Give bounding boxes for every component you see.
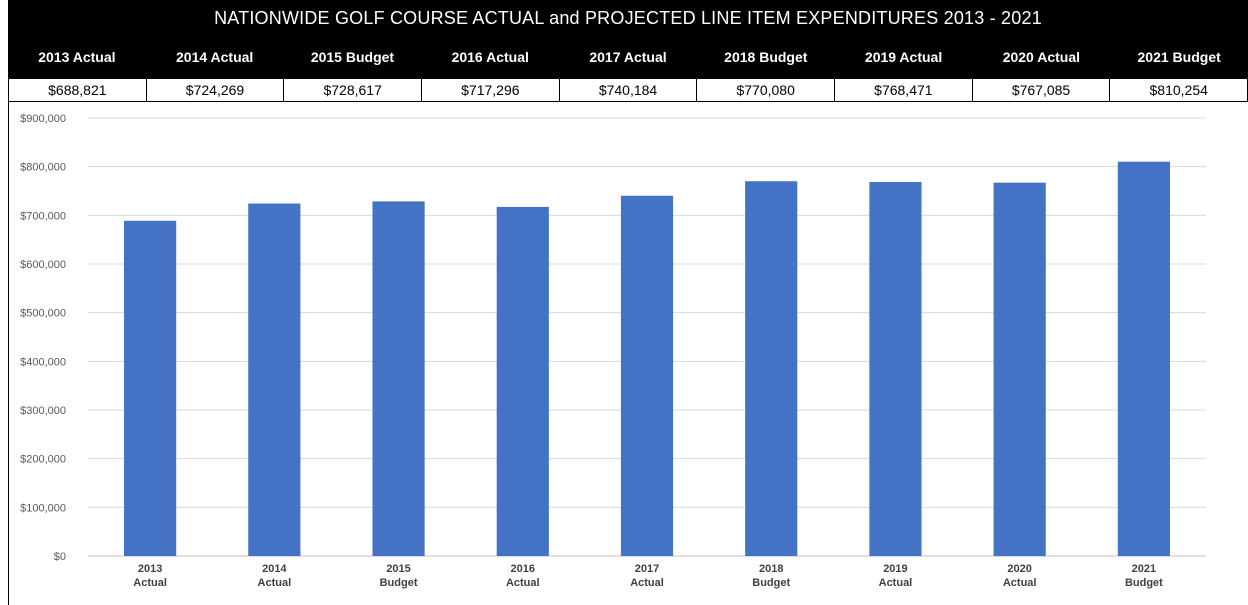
bar	[124, 220, 177, 556]
bar	[372, 201, 425, 556]
table-header-cell: 2017 Actual	[589, 49, 667, 65]
x-tick-label: 2014	[262, 563, 287, 575]
table-value-cell: $810,254	[1110, 79, 1248, 101]
table-value-cell: $728,617	[284, 79, 423, 101]
bar-chart: $0 $100,000 $200,000 $300,000 $400,000 $500,0…	[20, 113, 1206, 589]
chart-title: NATIONWIDE GOLF COURSE ACTUAL and PROJEC…	[8, 0, 1248, 36]
table-value-cell: $740,184	[560, 79, 698, 101]
x-tick-label: Actual	[1003, 577, 1037, 589]
table-header-row: 2013 Actual 2014 Actual 2015 Budget 2016 Ac…	[8, 36, 1248, 78]
y-tick-label: $300,000	[20, 405, 66, 417]
table-header-cell: 2019 Actual	[864, 49, 943, 65]
x-tick-label: 2013	[138, 563, 162, 575]
left-border	[8, 102, 9, 605]
bar	[496, 206, 549, 556]
table-header-cell: 2021 Budget	[1137, 49, 1221, 65]
x-tick-label: Actual	[630, 577, 664, 589]
bar	[869, 182, 922, 556]
x-tick-label: Actual	[879, 577, 913, 589]
table-value-cell: $770,080	[697, 79, 836, 101]
table-value-cell: $767,085	[973, 79, 1111, 101]
x-tick-label: 2016	[511, 563, 535, 575]
x-tick-label: 2015	[386, 563, 410, 575]
y-tick-label: $900,000	[20, 113, 66, 125]
table-value-row: $688,821 $724,269 $728,617 $717,296 $740,184…	[8, 78, 1248, 102]
table-header-cell: 2016 Actual	[451, 49, 529, 65]
bar	[745, 181, 798, 556]
x-tick-label: Actual	[506, 577, 540, 589]
table-header-cell: 2013 Actual	[38, 49, 116, 65]
y-tick-label: $0	[54, 551, 66, 563]
bar	[248, 203, 301, 556]
y-tick-label: $400,000	[20, 356, 66, 368]
table-value-cell: $717,296	[422, 79, 560, 101]
table-header-cell: 2014 Actual	[176, 49, 254, 65]
table-header-cell: 2018 Budget	[724, 49, 808, 65]
y-tick-label: $700,000	[20, 210, 66, 222]
bar	[993, 182, 1046, 556]
x-tick-label: Actual	[258, 577, 292, 589]
x-tick-label: 2020	[1007, 563, 1031, 575]
bar	[620, 195, 674, 556]
x-tick-label: 2018	[759, 563, 783, 575]
y-tick-label: $200,000	[20, 454, 66, 466]
bar	[1117, 161, 1170, 556]
table-header-cell: 2015 Budget	[310, 49, 395, 65]
y-tick-label: $600,000	[20, 259, 66, 271]
x-tick-label: 2019	[883, 563, 907, 575]
x-tick-label: Budget	[752, 577, 790, 589]
x-tick-label: Actual	[133, 577, 167, 589]
y-tick-label: $800,000	[20, 162, 66, 174]
table-value-cell: $688,821	[9, 79, 147, 101]
x-tick-label: 2021	[1132, 563, 1156, 575]
table-value-cell: $724,269	[147, 79, 285, 101]
y-tick-label: $500,000	[20, 308, 66, 320]
table-header-cell: 2020 Actual	[1002, 49, 1081, 65]
x-tick-label: Budget	[1125, 577, 1163, 589]
table-value-cell: $768,471	[835, 79, 973, 101]
y-tick-label: $100,000	[20, 502, 66, 514]
x-tick-label: Budget	[380, 577, 418, 589]
x-tick-label: 2017	[635, 563, 659, 575]
